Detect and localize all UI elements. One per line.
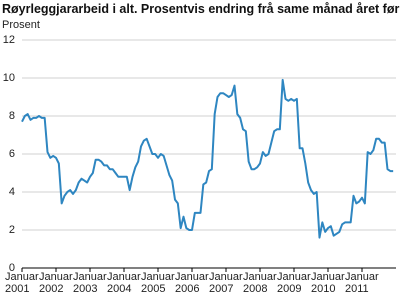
x-tick-label: Januar 2003 [73,271,107,294]
y-tick-label: 2 [9,224,15,236]
x-tick-label: Januar 2010 [311,271,345,294]
y-tick-label: 0 [9,262,15,274]
y-tick-label: 4 [9,186,15,198]
chart-title: Røyrleggjararbeid i alt. Prosentvis endr… [2,2,400,16]
data-line [21,78,394,239]
y-tick-label: 10 [3,72,15,84]
x-tick-label: Januar 2005 [141,271,175,294]
x-tick-label: Januar 2001 [5,271,39,294]
x-tick-label: Januar 2008 [243,271,277,294]
x-tick-label: Januar 2011 [345,271,379,294]
x-tick-label: Januar 2009 [277,271,311,294]
y-axis-label: Prosent [2,19,40,31]
x-tick-label: Januar 2002 [39,271,73,294]
x-tick-label: Januar 2007 [209,271,243,294]
x-tick-label: Januar 2006 [175,271,209,294]
x-tick-label: Januar 2004 [107,271,141,294]
y-tick-label: 12 [3,34,15,46]
y-tick-label: 8 [9,110,15,122]
y-tick-label: 6 [9,148,15,160]
